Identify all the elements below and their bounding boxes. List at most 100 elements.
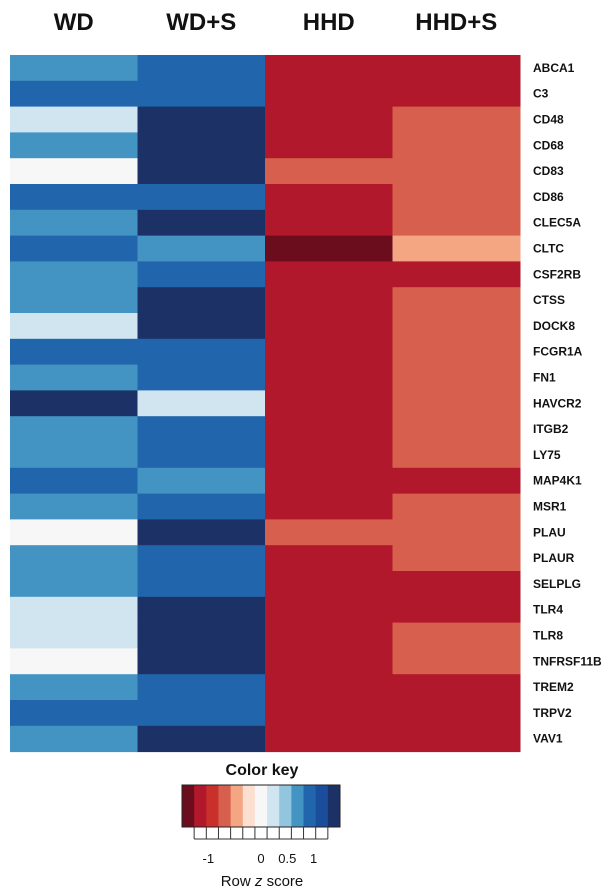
heatmap-cells	[10, 55, 521, 753]
heatmap-cell	[10, 571, 138, 598]
heatmap-cell	[137, 184, 266, 211]
color-key-swatches	[182, 785, 341, 827]
heatmap-cell	[10, 493, 138, 520]
heatmap-cell	[265, 725, 393, 753]
heatmap-cell	[137, 235, 266, 262]
row-label: HAVCR2	[533, 396, 582, 410]
heatmap-cell	[10, 596, 138, 624]
heatmap-cell	[10, 416, 138, 443]
heatmap-cell	[10, 364, 138, 391]
heatmap-cell	[265, 55, 393, 82]
row-label: ITGB2	[533, 422, 569, 436]
heatmap-cell	[265, 209, 393, 237]
heatmap-cell	[137, 545, 266, 572]
heatmap-cell	[392, 700, 521, 727]
heatmap-cell	[392, 184, 521, 211]
heatmap-cell	[137, 519, 266, 546]
heatmap-cell	[10, 132, 138, 159]
heatmap-cell	[265, 313, 393, 340]
heatmap-cell	[392, 80, 521, 108]
heatmap-cell	[137, 55, 266, 82]
heatmap-cell	[137, 287, 266, 314]
heatmap-cell	[265, 493, 393, 520]
heatmap-cell	[265, 132, 393, 159]
color-key-swatch	[291, 785, 304, 827]
heatmap-cell	[265, 700, 393, 727]
heatmap-cell	[265, 519, 393, 546]
row-label: CD86	[533, 190, 564, 204]
heatmap-cell	[10, 467, 138, 495]
column-labels: WD WD+S HHD HHD+S	[54, 9, 498, 36]
row-label: CD83	[533, 164, 564, 178]
heatmap-cell	[10, 442, 138, 469]
heatmap-cell	[392, 261, 521, 288]
row-label: FCGR1A	[533, 345, 583, 359]
color-key-title: Color key	[226, 762, 299, 779]
row-label: DOCK8	[533, 319, 575, 333]
row-label: FN1	[533, 371, 556, 385]
heatmap-cell	[137, 364, 266, 391]
heatmap-cell	[10, 106, 138, 133]
heatmap-cell	[137, 158, 266, 185]
color-key-ticks: -1 0 0.5 1	[193, 827, 329, 866]
color-key-axis-label: Row z score	[221, 873, 304, 890]
heatmap-cell	[265, 674, 393, 701]
heatmap-cell	[137, 725, 266, 753]
heatmap-cell	[10, 338, 138, 366]
row-label: PLAUR	[533, 551, 575, 565]
color-key-swatch	[315, 785, 329, 827]
color-key-swatch	[267, 785, 280, 827]
row-label: TNFRSF11B	[533, 654, 602, 668]
heatmap-cell	[10, 519, 138, 546]
heatmap-cell	[137, 390, 266, 417]
heatmap-cell	[392, 106, 521, 133]
heatmap-cell	[265, 261, 393, 288]
column-label: WD	[54, 9, 94, 36]
heatmap-cell	[137, 493, 266, 520]
heatmap-cell	[137, 132, 266, 159]
heatmap-cell	[392, 725, 521, 753]
heatmap-cell	[265, 158, 393, 185]
heatmap-cell	[137, 338, 266, 366]
heatmap-cell	[392, 132, 521, 159]
row-label: CLTC	[533, 242, 564, 256]
heatmap-cell	[392, 390, 521, 417]
heatmap-cell	[137, 442, 266, 469]
heatmap-cell	[392, 364, 521, 391]
heatmap-cell	[392, 545, 521, 572]
heatmap-cell	[10, 390, 138, 417]
color-key-swatch	[327, 785, 341, 827]
row-label: LY75	[533, 448, 561, 462]
heatmap-cell	[392, 493, 521, 520]
row-label: ABCA1	[533, 61, 575, 75]
color-key-tick-label: 1	[310, 851, 317, 866]
color-key-swatch	[206, 785, 219, 827]
row-label: TRPV2	[533, 706, 572, 720]
heatmap-cell	[392, 622, 521, 649]
heatmap-cell	[392, 55, 521, 82]
heatmap-cell	[392, 313, 521, 340]
heatmap-cell	[137, 106, 266, 133]
color-key-tick-label: -1	[203, 851, 215, 866]
row-label: TLR4	[533, 603, 563, 617]
row-label: CD68	[533, 138, 564, 152]
heatmap-cell	[265, 235, 393, 262]
heatmap-cell	[392, 596, 521, 624]
heatmap-cell	[10, 235, 138, 262]
heatmap-cell	[392, 442, 521, 469]
heatmap-cell	[137, 571, 266, 598]
heatmap-cell	[137, 596, 266, 624]
heatmap-cell	[392, 209, 521, 237]
heatmap-cell	[10, 261, 138, 288]
heatmap-cell	[10, 158, 138, 185]
heatmap-cell	[265, 184, 393, 211]
heatmap-cell	[137, 700, 266, 727]
row-labels: ABCA1 C3 CD48 CD68 CD83 CD86 CLEC5A CLTC CSF2RB C…	[533, 61, 602, 746]
heatmap-cell	[10, 674, 138, 701]
heatmap-cell	[137, 261, 266, 288]
heatmap-cell	[10, 622, 138, 649]
color-key-swatch	[218, 785, 232, 827]
color-key-swatch	[279, 785, 292, 827]
color-key-swatch	[182, 785, 195, 827]
